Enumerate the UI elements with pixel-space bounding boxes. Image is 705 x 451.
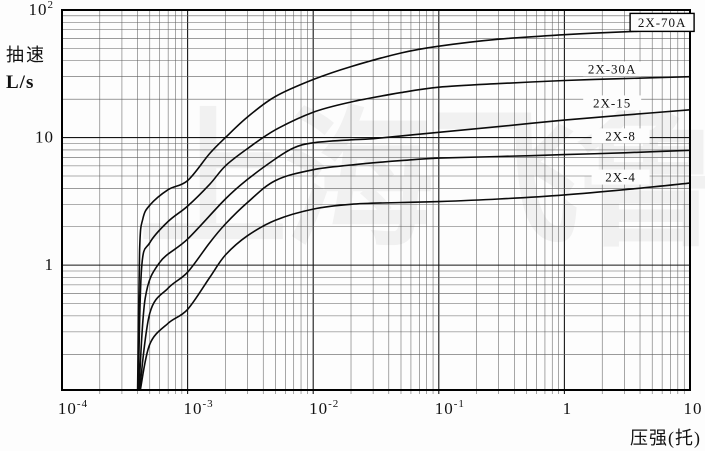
plot-frame [61, 9, 691, 391]
curve-2X-4 [139, 182, 691, 391]
curve-label-2X-15: 2X-15 [593, 95, 631, 110]
x-tick-label: 10-2 [309, 398, 339, 418]
x-tick-label: 1 [563, 399, 573, 418]
curve-label-bg-2X-15 [583, 95, 642, 111]
curve-label-2X-30A: 2X-30A [588, 61, 637, 76]
curve-label-bg-2X-8 [591, 128, 650, 144]
x-tick-label: 10 [684, 399, 703, 418]
x-tick-label: 10-3 [184, 398, 214, 418]
y-axis-title: 抽速 L/s [6, 41, 46, 94]
y-axis-title-text: 抽速 [6, 45, 46, 65]
curve-label-bg-2X-30A [583, 61, 642, 77]
y-tick-label: 1 [45, 255, 55, 274]
y-tick-label: 10 [35, 128, 54, 147]
curve-label-2X-4: 2X-4 [605, 170, 636, 185]
curve-label-2X-70A: 2X-70A [638, 15, 687, 30]
curve-2X-30A [137, 75, 691, 391]
curve-2X-70A [136, 29, 691, 391]
x-axis-title: 压强(托) [630, 428, 701, 448]
curve-label-bg-2X-70A [629, 12, 695, 33]
curve-label-bg-2X-4 [591, 169, 650, 185]
curve-2X-15 [138, 109, 691, 391]
x-tick-label: 10-4 [58, 398, 88, 418]
x-tick-label: 10-1 [435, 398, 465, 418]
curve-label-2X-8: 2X-8 [605, 128, 636, 143]
curve-2X-8 [138, 149, 691, 391]
y-tick-label: 102 [29, 0, 55, 19]
y-axis-units-text: L/s [6, 72, 35, 93]
